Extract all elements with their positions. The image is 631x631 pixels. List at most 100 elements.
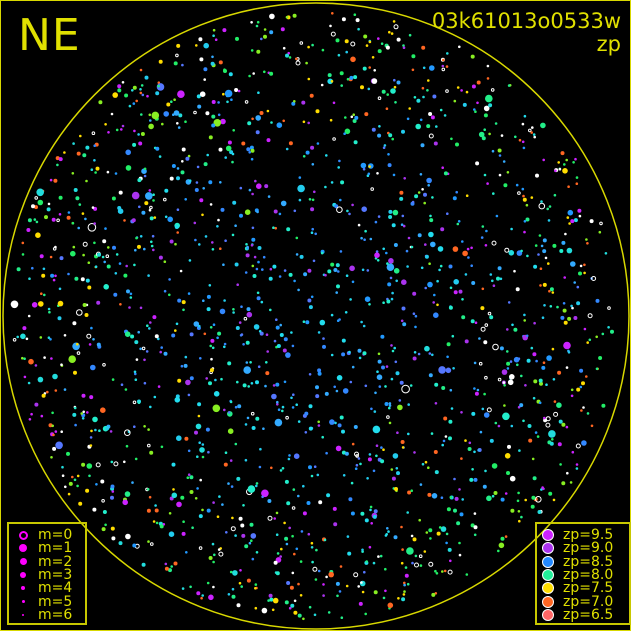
star — [421, 188, 424, 191]
star — [334, 421, 337, 425]
star — [149, 450, 154, 455]
star — [273, 339, 277, 343]
star — [368, 453, 372, 456]
star — [570, 219, 575, 224]
star — [392, 209, 399, 216]
star — [171, 492, 178, 499]
star — [385, 107, 389, 110]
star — [240, 523, 245, 528]
star — [403, 581, 406, 585]
star — [386, 415, 390, 419]
star — [368, 66, 372, 69]
star — [317, 420, 321, 424]
star — [607, 306, 611, 310]
star — [483, 113, 488, 118]
star — [229, 459, 233, 462]
star — [224, 239, 227, 242]
star — [473, 533, 477, 537]
star — [571, 450, 575, 454]
star — [451, 334, 455, 338]
star — [516, 363, 519, 367]
star — [72, 142, 75, 145]
star — [100, 407, 106, 414]
star — [293, 100, 296, 103]
star — [125, 264, 128, 268]
star — [297, 582, 300, 586]
star — [317, 424, 321, 427]
star — [466, 247, 470, 251]
star — [498, 154, 502, 157]
star — [67, 272, 70, 276]
star — [238, 321, 242, 324]
star — [562, 308, 567, 313]
star — [449, 388, 453, 392]
star — [221, 503, 224, 506]
star — [330, 313, 334, 317]
star — [386, 93, 390, 96]
star — [159, 350, 162, 354]
star — [427, 492, 432, 497]
star — [473, 361, 477, 365]
star — [210, 357, 213, 361]
star — [586, 412, 590, 415]
star — [500, 536, 505, 541]
star — [264, 184, 269, 189]
star — [504, 492, 508, 495]
star — [449, 559, 452, 563]
star — [339, 198, 342, 202]
star — [460, 89, 463, 92]
star — [181, 160, 184, 163]
star — [118, 541, 123, 546]
star — [336, 375, 343, 381]
star — [263, 70, 266, 74]
star — [360, 581, 363, 584]
star — [483, 412, 490, 418]
star — [554, 169, 557, 173]
star — [361, 548, 364, 552]
star — [327, 73, 332, 78]
star — [217, 113, 221, 117]
star — [549, 305, 553, 308]
star — [103, 284, 109, 290]
star — [330, 262, 335, 267]
star — [181, 63, 184, 67]
star — [431, 353, 434, 357]
star — [63, 334, 67, 337]
star — [335, 263, 340, 268]
star — [557, 442, 562, 447]
star — [536, 435, 540, 438]
star — [279, 555, 283, 558]
star — [223, 69, 227, 73]
star — [58, 287, 62, 291]
star — [297, 288, 300, 292]
star — [360, 162, 367, 169]
star — [566, 216, 570, 219]
star — [377, 359, 382, 364]
star — [197, 414, 201, 418]
star — [195, 181, 199, 184]
star — [257, 365, 261, 369]
star — [86, 333, 92, 339]
star — [402, 322, 407, 327]
star — [73, 188, 78, 192]
star — [432, 94, 437, 99]
star — [272, 597, 279, 604]
magnitude-legend-row: m=4 — [9, 581, 85, 595]
star — [297, 494, 300, 498]
star — [131, 481, 134, 484]
star — [146, 94, 149, 98]
star — [302, 120, 306, 124]
star — [310, 546, 314, 549]
star — [115, 253, 119, 256]
star — [25, 337, 29, 341]
star — [143, 247, 146, 251]
star — [448, 436, 452, 441]
star — [532, 396, 536, 400]
star — [286, 227, 291, 232]
star — [341, 352, 346, 357]
star — [583, 263, 586, 267]
star — [251, 557, 255, 561]
star — [35, 232, 41, 238]
star — [174, 397, 181, 403]
star — [291, 406, 295, 409]
